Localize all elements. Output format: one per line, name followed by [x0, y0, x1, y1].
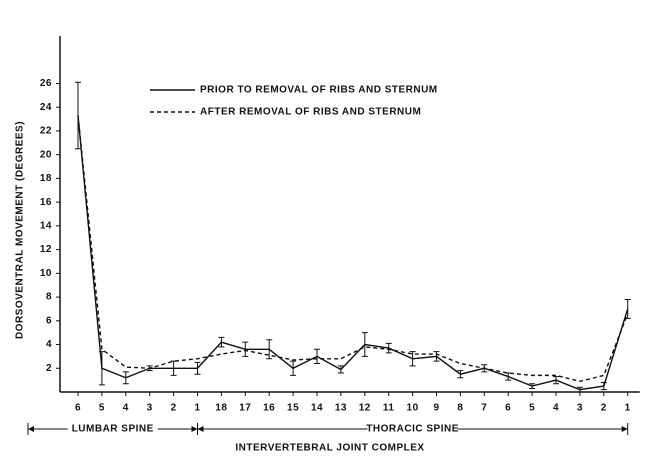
y-tick-label: 16	[40, 197, 52, 208]
error-bar	[361, 332, 368, 357]
x-tick-label: 5	[529, 403, 535, 414]
x-tick-label: 10	[407, 403, 419, 414]
y-tick-label: 20	[40, 149, 52, 160]
region-label-bg	[367, 422, 458, 436]
x-tick-label: 6	[75, 403, 81, 414]
x-tick-label: 7	[481, 403, 487, 414]
x-tick-label: 2	[171, 403, 177, 414]
y-tick-label: 18	[40, 173, 52, 184]
x-axis-label: INTERVERTEBRAL JOINT COMPLEX	[235, 443, 424, 454]
y-axis-label: DORSOVENTRAL MOVEMENT (DEGREES)	[15, 121, 26, 339]
x-tick-label: 16	[263, 403, 275, 414]
region-label: LUMBAR SPINE	[72, 424, 154, 435]
x-tick-label: 12	[359, 403, 371, 414]
x-tick-label: 1	[194, 403, 200, 414]
y-tick-label: 26	[40, 78, 52, 89]
error-bar	[194, 361, 201, 375]
region-label: THORACIC SPINE	[366, 424, 459, 435]
x-tick-label: 2	[601, 403, 607, 414]
error-bar	[600, 382, 607, 391]
y-tick-label: 24	[40, 102, 52, 113]
error-bar	[385, 342, 392, 354]
y-tick-label: 2	[46, 363, 52, 374]
x-tick-label: 18	[215, 403, 227, 414]
y-tick-label: 8	[46, 292, 52, 303]
x-tick-label: 17	[239, 403, 251, 414]
x-tick-label: 9	[433, 403, 439, 414]
y-tick-label: 10	[40, 268, 52, 279]
error-bar	[266, 339, 273, 360]
x-tick-label: 3	[577, 403, 583, 414]
x-tick-label: 15	[287, 403, 299, 414]
x-tick-label: 4	[553, 403, 559, 414]
legend-label: AFTER REMOVAL OF RIBS AND STERNUM	[200, 107, 421, 118]
error-bar	[242, 341, 249, 357]
error-bar	[576, 386, 583, 393]
error-bar	[98, 351, 105, 386]
x-tick-label: 11	[383, 403, 395, 414]
y-tick-label: 4	[46, 339, 52, 350]
y-tick-label: 14	[40, 221, 52, 232]
y-tick-label: 12	[40, 244, 52, 255]
x-tick-label: 5	[99, 403, 105, 414]
error-bar	[529, 383, 536, 389]
error-bar	[433, 351, 440, 362]
region-label-bg	[67, 422, 158, 436]
error-bar	[314, 348, 320, 365]
series-line	[77, 115, 629, 391]
error-bar	[218, 336, 225, 348]
y-tick-label: 6	[46, 315, 52, 326]
x-tick-label: 6	[505, 403, 511, 414]
x-tick-label: 8	[457, 403, 463, 414]
error-bar	[337, 365, 344, 374]
series-line	[77, 115, 629, 383]
legend-label: PRIOR TO REMOVAL OF RIBS AND STERNUM	[200, 85, 438, 96]
x-tick-label: 4	[123, 403, 129, 414]
error-bar	[75, 81, 81, 150]
x-tick-label: 14	[311, 403, 323, 414]
x-tick-label: 3	[147, 403, 153, 414]
x-tick-label: 13	[335, 403, 347, 414]
error-bar	[553, 376, 559, 385]
error-bar	[409, 351, 416, 367]
error-bar	[122, 371, 129, 385]
error-bar	[457, 370, 464, 379]
error-bar	[290, 360, 297, 376]
x-tick-label: 1	[625, 403, 631, 414]
y-tick-label: 22	[40, 126, 52, 137]
